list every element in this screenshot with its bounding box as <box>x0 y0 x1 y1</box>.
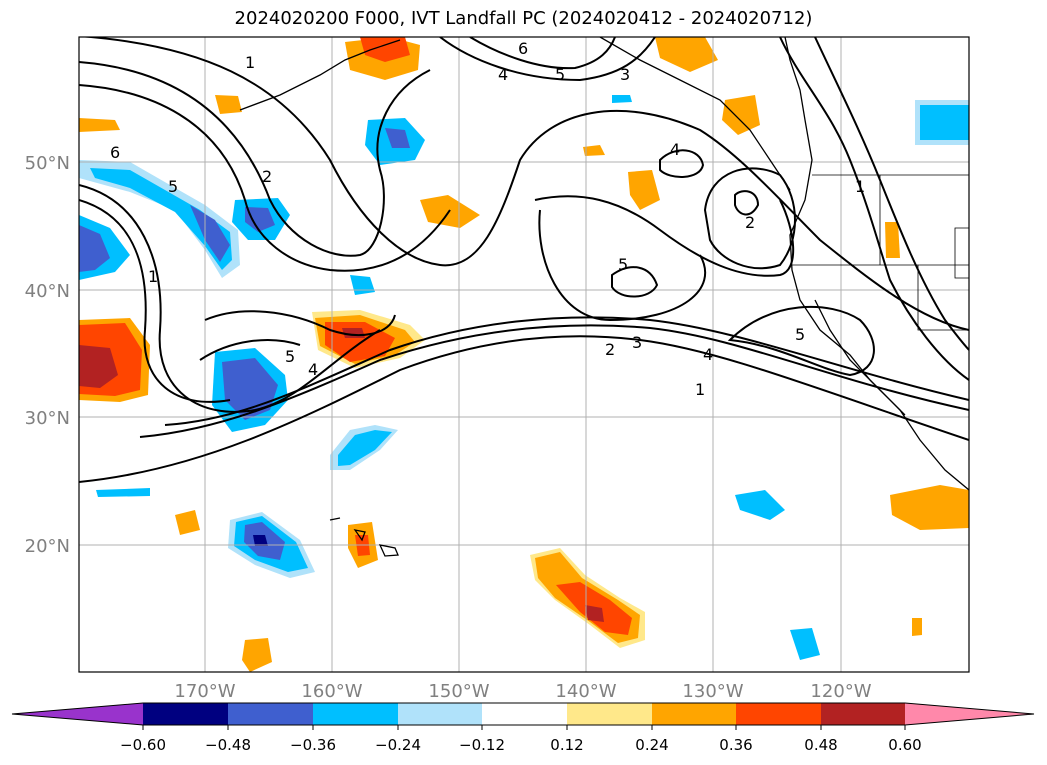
contour-label: 4 <box>308 360 318 379</box>
colorbar-tick-label: −0.60 <box>120 736 166 754</box>
colorbar-swatch <box>228 703 313 725</box>
contour-label: 3 <box>632 333 642 352</box>
longitude-labels: 170°W 160°W 150°W 140°W 130°W 120°W <box>174 681 871 702</box>
political-borders <box>790 174 969 331</box>
contour-label: 2 <box>262 167 272 186</box>
contour-label: 2 <box>605 340 615 359</box>
map-title: 2024020200 F000, IVT Landfall PC (202402… <box>234 8 813 29</box>
contour-label: 4 <box>498 65 508 84</box>
contour-label: 1 <box>855 177 865 196</box>
contour-label: 5 <box>168 177 178 196</box>
lat-label: 30°N <box>25 408 70 429</box>
contour-label: 6 <box>518 39 528 58</box>
lon-label: 130°W <box>682 681 743 702</box>
contour-lines <box>79 37 969 483</box>
colorbar-tick-label: 0.36 <box>719 736 752 754</box>
contour-label: 5 <box>285 347 295 366</box>
colorbar-tick-label: −0.48 <box>205 736 251 754</box>
colorbar-tick-label: −0.12 <box>459 736 505 754</box>
colorbar-swatch <box>821 703 905 725</box>
contour-label: 1 <box>148 267 158 286</box>
lat-label: 20°N <box>25 536 70 557</box>
lon-label: 140°W <box>555 681 616 702</box>
colorbar-swatch <box>482 703 567 725</box>
map-plot-area: 1 2 5 6 1 5 4 6 4 5 3 4 2 5 2 3 4 1 5 1 <box>79 37 969 672</box>
lon-label: 160°W <box>301 681 362 702</box>
contour-label: 4 <box>703 345 713 364</box>
colorbar-extend-high <box>905 703 1034 725</box>
colorbar-swatch <box>736 703 821 725</box>
contour-label: 5 <box>795 325 805 344</box>
lat-label: 40°N <box>25 281 70 302</box>
colorbar-swatch <box>143 703 228 725</box>
colorbar-tick-label: 0.60 <box>888 736 921 754</box>
colorbar-swatch <box>313 703 398 725</box>
colorbar-tick-label: −0.36 <box>290 736 336 754</box>
latitude-labels: 50°N 40°N 30°N 20°N <box>25 153 70 557</box>
graticule <box>79 37 969 672</box>
contour-label-group: 1 2 5 6 1 5 4 6 4 5 3 4 2 5 2 3 4 1 5 1 <box>110 39 865 399</box>
contour-label: 3 <box>620 65 630 84</box>
lon-label: 170°W <box>174 681 235 702</box>
contour-label: 2 <box>745 213 755 232</box>
colorbar-swatch <box>652 703 736 725</box>
colorbar: −0.60 −0.48 −0.36 −0.24 −0.12 0.12 0.24 … <box>11 702 1035 754</box>
colorbar-tick-label: 0.24 <box>635 736 668 754</box>
colorbar-tick-label: 0.12 <box>550 736 583 754</box>
lat-label: 50°N <box>25 153 70 174</box>
lon-label: 150°W <box>428 681 489 702</box>
colorbar-extend-low <box>12 703 143 725</box>
colorbar-swatch <box>398 703 482 725</box>
contour-label: 5 <box>555 65 565 84</box>
contour-label: 1 <box>245 53 255 72</box>
colorbar-swatch <box>567 703 652 725</box>
colorbar-tick-label: 0.48 <box>804 736 837 754</box>
contour-label: 4 <box>670 140 680 159</box>
contour-label: 6 <box>110 143 120 162</box>
colorbar-tick-label: −0.24 <box>375 736 421 754</box>
lon-label: 120°W <box>810 681 871 702</box>
contour-label: 1 <box>695 380 705 399</box>
map-frame <box>78 36 970 673</box>
contour-label: 5 <box>618 255 628 274</box>
